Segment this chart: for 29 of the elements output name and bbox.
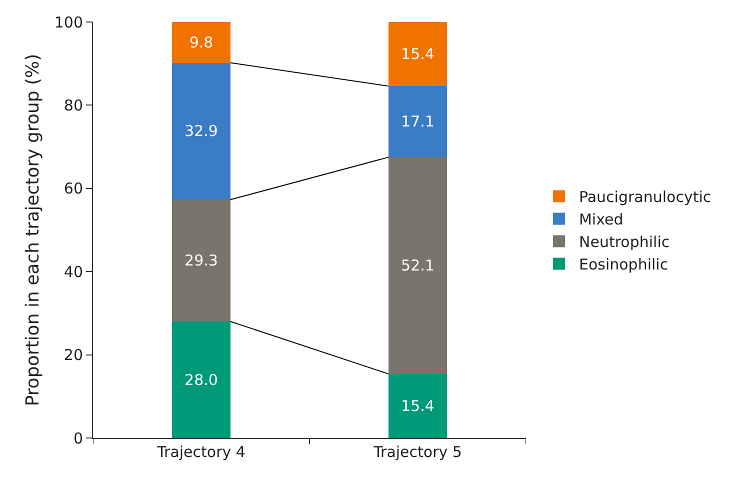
data-label: 15.4 [401, 396, 434, 415]
legend-label: Mixed [578, 210, 624, 229]
y-tick-label: 40 [64, 262, 83, 281]
y-tick-label: 60 [64, 180, 83, 198]
x-tick-label: Trajectory 4 [156, 443, 246, 461]
y-axis-title: Proportion in each trajectory group (%) [22, 54, 44, 406]
y-tick-label: 100 [54, 13, 83, 32]
bar [172, 62, 230, 200]
legend-label: Eosinophilic [578, 256, 668, 274]
bar [388, 22, 447, 86]
data-label: 28.0 [184, 370, 218, 389]
bar [388, 157, 447, 374]
data-label: 17.1 [401, 112, 434, 131]
legend-label: Neutrophilic [578, 233, 670, 252]
bar [172, 322, 230, 438]
bar [388, 86, 447, 158]
data-label: 29.3 [184, 252, 218, 270]
y-tick-label: 20 [64, 346, 83, 364]
bar [172, 22, 230, 63]
y-tick-label: 80 [64, 96, 83, 114]
x-tick-label: Trajectory 5 [372, 443, 462, 461]
bar [172, 200, 230, 322]
bar [388, 374, 447, 438]
data-label: 52.1 [401, 256, 434, 275]
data-label: 9.8 [189, 33, 214, 52]
data-label: 15.4 [401, 45, 434, 64]
y-tick-label: 0 [73, 429, 83, 448]
data-label: 32.9 [184, 122, 218, 140]
legend-label: Paucigranulocytic [578, 188, 712, 206]
